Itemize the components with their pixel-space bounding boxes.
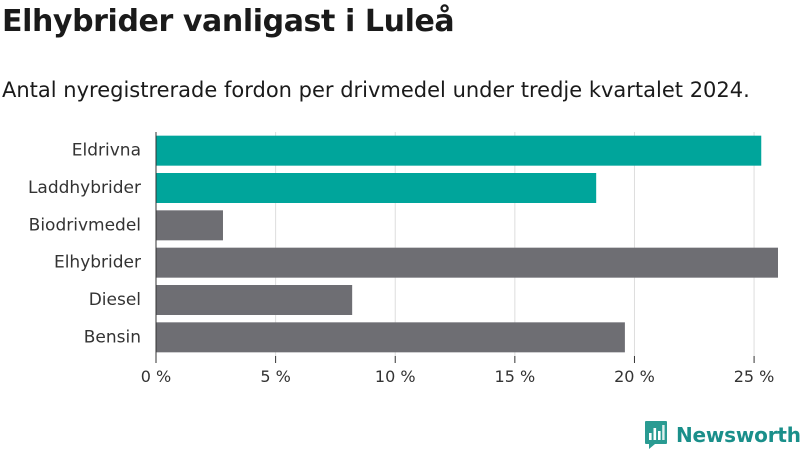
category-label-eldrivna: Eldrivna	[72, 141, 141, 161]
bar-biodrivmedel	[156, 210, 223, 241]
category-label-elhybrider: Elhybrider	[54, 253, 141, 273]
bar-laddhybrider	[156, 173, 597, 203]
bar-elhybrider	[156, 247, 778, 278]
bar-chart: Eldrivna Laddhybrider Biodrivmedel Elhybrid…	[28, 132, 778, 386]
bar-bensin	[156, 322, 625, 353]
chart-title: Elhybrider vanligast i Luleå	[2, 4, 455, 39]
x-tick-label-10: 10 %	[375, 367, 416, 386]
x-tick-label-0: 0 %	[141, 367, 171, 386]
category-label-biodrivmedel: Biodrivmedel	[29, 215, 141, 235]
x-tick-label-20: 20 %	[614, 367, 655, 386]
newsworthy-logo: Newsworthy	[644, 420, 800, 450]
chart-subtitle: Antal nyregistrerade fordon per drivmede…	[2, 78, 750, 102]
category-label-diesel: Diesel	[89, 290, 141, 310]
x-tick-label-25: 25 %	[734, 367, 775, 386]
bar-diesel	[156, 285, 353, 315]
brand-name: Newsworthy	[676, 423, 800, 447]
bar-eldrivna	[156, 135, 762, 166]
x-tick-label-5: 5 %	[260, 367, 290, 386]
newsworthy-logo-icon	[645, 421, 667, 449]
x-tick-label-15: 15 %	[495, 367, 536, 386]
category-label-bensin: Bensin	[84, 327, 141, 347]
category-label-laddhybrider: Laddhybrider	[28, 178, 141, 198]
